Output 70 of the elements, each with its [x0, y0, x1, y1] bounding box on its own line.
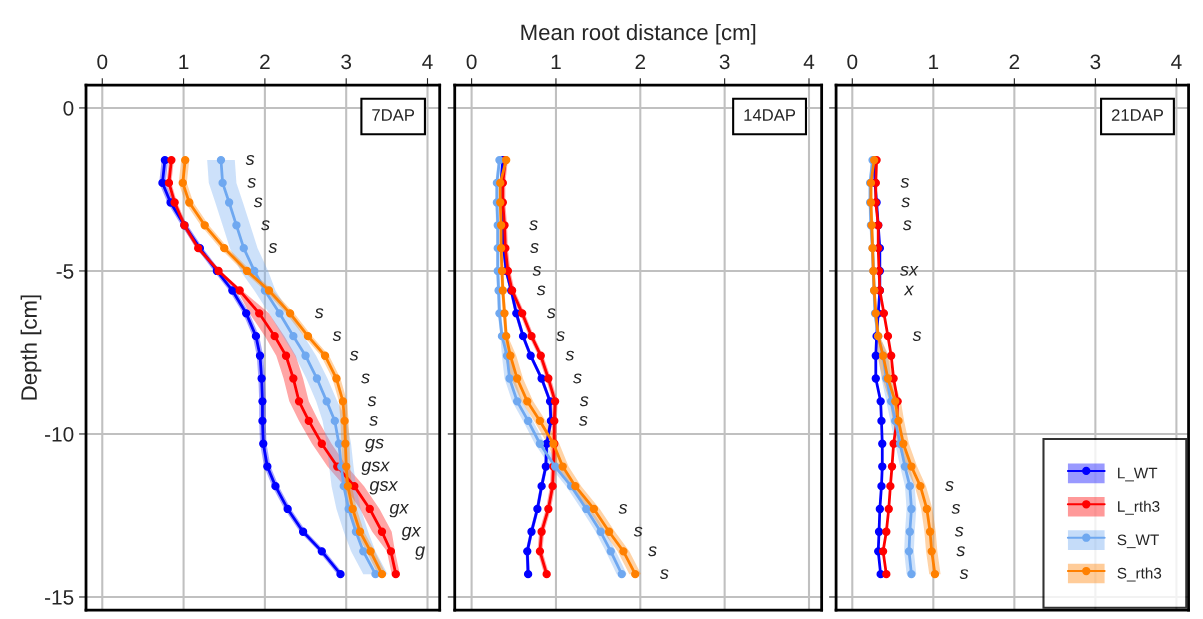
annotation: s — [332, 331, 342, 341]
x-axis-title: Mean root distance [cm] — [521, 23, 756, 45]
annotation: s — [573, 373, 582, 384]
annotation: s — [901, 197, 910, 208]
annotation: s — [369, 415, 378, 426]
annotation: gsx — [361, 461, 390, 475]
x-tick-label: 4 — [422, 54, 433, 69]
y-tick-label: -5 — [56, 264, 74, 279]
annotation: s — [349, 350, 359, 361]
legend-label: S_rth3 — [1117, 567, 1162, 582]
annotation: 21DAP — [1111, 109, 1164, 121]
annotation: s — [912, 331, 922, 341]
annotation: s — [633, 526, 643, 537]
x-tick-label: 0 — [847, 54, 858, 70]
x-tick-label: 1 — [179, 54, 189, 69]
legend-label: S_WT — [1117, 534, 1159, 549]
x-tick-label: 1 — [551, 54, 561, 69]
annotation: s — [954, 526, 964, 537]
annotation: gsx — [369, 481, 399, 495]
x-tick-label: 3 — [1090, 54, 1101, 70]
annotation: s — [367, 396, 377, 407]
annotation: s — [951, 503, 961, 514]
x-tick-label: 2 — [260, 54, 270, 69]
annotation: s — [959, 569, 969, 580]
x-tick-label: 4 — [1171, 54, 1182, 69]
x-tick-label: 2 — [635, 54, 646, 69]
annotation: s — [556, 331, 565, 341]
y-tick-label: 0 — [63, 100, 74, 116]
annotation: s — [579, 396, 589, 407]
annotation: s — [578, 415, 588, 426]
annotation: s — [529, 220, 538, 231]
annotation: gx — [401, 526, 422, 541]
annotation: s — [247, 177, 256, 188]
annotation: s — [565, 350, 575, 361]
y-tick-label: -10 — [45, 426, 74, 442]
x-tick-label: 0 — [466, 54, 477, 70]
x-tick-label: 4 — [803, 54, 815, 69]
annotation: gs — [365, 438, 384, 453]
annotation: g — [415, 546, 425, 560]
annotation: s — [902, 220, 912, 231]
legend-label: L_WT — [1118, 467, 1158, 482]
annotation: s — [536, 285, 546, 296]
annotation: s — [945, 481, 954, 491]
annotation: s — [253, 197, 263, 208]
y-axis-title: Depth [cm] — [20, 295, 42, 400]
x-tick-label: 2 — [1009, 54, 1020, 69]
annotation: s — [532, 265, 542, 276]
annotation: s — [314, 308, 324, 319]
annotation: x — [903, 285, 915, 296]
annotation: s — [900, 177, 910, 188]
annotation: s — [268, 243, 278, 253]
annotation: 14DAP — [744, 109, 796, 121]
annotation: s — [618, 503, 628, 514]
x-tick-label: 0 — [97, 54, 108, 70]
annotation: s — [659, 569, 669, 580]
annotation: s — [261, 220, 270, 231]
legend-label: L_rth3 — [1118, 500, 1160, 515]
x-tick-label: 3 — [719, 54, 730, 70]
x-tick-label: 1 — [929, 54, 939, 69]
annotation: sx — [900, 265, 919, 276]
y-tick-label: -15 — [45, 590, 74, 605]
annotation: s — [245, 155, 255, 165]
annotation: s — [361, 373, 370, 384]
annotation: s — [648, 546, 657, 557]
annotation: 7DAP — [372, 109, 415, 121]
annotation: s — [546, 308, 556, 319]
annotation: gx — [389, 503, 410, 518]
annotation: s — [956, 546, 966, 557]
x-tick-label: 3 — [341, 54, 352, 70]
annotation: s — [530, 243, 539, 253]
